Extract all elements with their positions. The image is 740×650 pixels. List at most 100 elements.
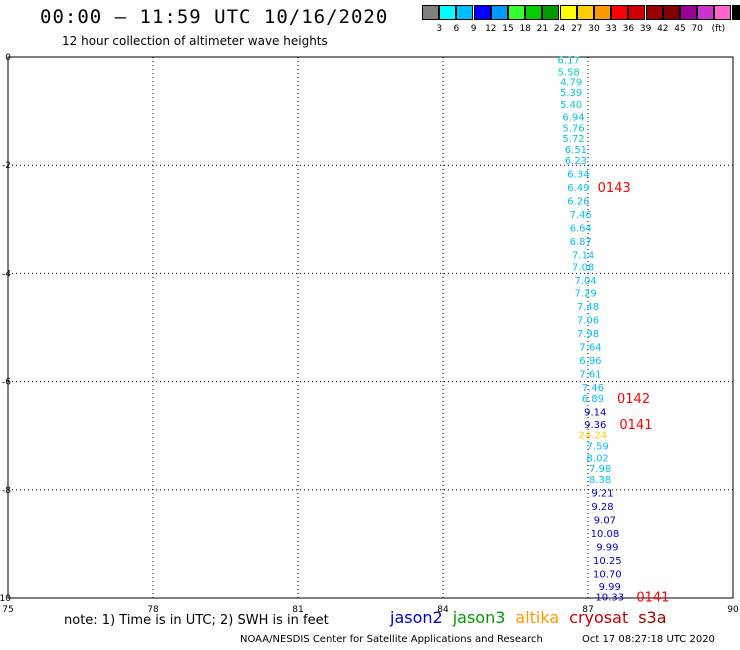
x-tick-label: 90: [727, 605, 739, 615]
wave-height-label: 6.89: [582, 394, 604, 405]
wave-height-label: 6.87: [570, 237, 592, 248]
y-tick-label: -10: [0, 594, 11, 604]
wave-height-label: 7.48: [577, 302, 599, 313]
colorbar-swatch: [576, 5, 594, 20]
wave-height-label: 9.99: [596, 543, 618, 554]
wave-height-label: 6.34: [567, 169, 589, 180]
x-tick-label: 84: [437, 605, 449, 615]
colorbar-tick-label: 6: [453, 24, 460, 34]
colorbar-tick-label: 42: [657, 24, 669, 34]
wave-height-label: 10.25: [593, 556, 622, 567]
wave-height-label: 8.02: [587, 453, 609, 464]
wave-height-label: 5.39: [560, 88, 582, 99]
colorbar-swatch: [731, 5, 740, 20]
wave-height-label: 7.14: [572, 250, 594, 261]
satellite-legend-jason2: jason2: [390, 608, 443, 627]
wave-height-label: 7.64: [579, 342, 601, 353]
wave-height-label: 9.99: [599, 582, 621, 593]
colorbar-tick-label: 9: [470, 24, 477, 34]
colorbar-swatch: [473, 5, 491, 20]
colorbar-swatch: [542, 5, 560, 20]
pass-time-label: 0141: [619, 418, 652, 433]
colorbar-swatch: [594, 5, 611, 20]
wave-height-label: 6.96: [579, 356, 601, 367]
pass-time-label: 0143: [598, 181, 631, 196]
wave-height-label: 7.46: [582, 383, 604, 394]
wave-height-label: 24.24: [579, 431, 608, 442]
colorbar-tick-label: 24: [553, 24, 566, 34]
colorbar-swatch: [439, 5, 457, 20]
wave-height-label: 6.26: [567, 196, 589, 207]
colorbar-tick-label: 18: [519, 24, 531, 34]
satellite-legend-s3a: s3a: [638, 608, 667, 627]
wave-height-label: 10.70: [593, 570, 622, 581]
wave-height-label: 8.38: [589, 475, 611, 486]
colorbar-swatch: [645, 5, 663, 20]
wave-height-label: 5.76: [562, 123, 584, 134]
pass-time-label: 0142: [617, 392, 650, 407]
colorbar-tick-label: 15: [502, 24, 514, 34]
wave-height-label: 7.61: [579, 369, 601, 380]
x-tick-label: 78: [147, 605, 159, 615]
x-tick-label: 75: [2, 605, 13, 615]
colorbar-swatch: [680, 5, 697, 20]
wave-height-label: 6.17: [558, 56, 580, 67]
y-tick-label: -6: [2, 378, 11, 388]
wave-height-label: 10.08: [591, 529, 620, 540]
colorbar-tick-label: 33: [605, 24, 617, 34]
wave-height-label: 6.51: [565, 145, 587, 156]
colorbar-swatch: [422, 5, 439, 20]
wave-height-label: 9.07: [594, 516, 616, 527]
colorbar-swatch: [490, 5, 508, 20]
generated-timestamp: Oct 17 08:27:18 UTC 2020: [582, 634, 715, 645]
wave-height-label: 9.28: [591, 502, 613, 513]
footer-note: note: 1) Time is in UTC; 2) SWH is in fe…: [64, 613, 329, 628]
wave-height-label: 6.23: [565, 156, 587, 167]
wave-height-label: 9.36: [584, 420, 606, 431]
chart-subtitle: 12 hour collection of altimeter wave hei…: [62, 34, 328, 48]
credit-text: NOAA/NESDIS Center for Satellite Applica…: [240, 634, 543, 645]
wave-height-label: 7.98: [589, 464, 611, 475]
wave-height-label: 5.40: [560, 100, 582, 111]
colorbar-tick-label: (ft): [711, 24, 726, 34]
wave-height-label: 7.59: [587, 441, 609, 452]
colorbar-swatch: [559, 5, 577, 20]
wave-height-label: 7.04: [574, 276, 596, 287]
colorbar-swatch: [525, 5, 543, 20]
wave-height-label: 5.58: [558, 68, 580, 79]
colorbar-tick-label: 36: [622, 24, 635, 34]
wave-height-label: 6.49: [567, 183, 589, 194]
map-frame: [7, 56, 734, 599]
colorbar-tick-label: 12: [485, 24, 497, 34]
colorbar-tick-label: 30: [588, 24, 600, 34]
pass-time-label: 0141: [636, 590, 669, 605]
colorbar-tick-label: 39: [639, 24, 652, 34]
y-tick-label: 0: [5, 53, 11, 63]
chart-title: 00:00 – 11:59 UTC 10/16/2020: [40, 6, 389, 28]
wave-height-label: 7.98: [577, 329, 599, 340]
colorbar-swatch: [508, 5, 525, 20]
colorbar-swatch: [456, 5, 474, 20]
wave-height-label: 4.79: [560, 77, 582, 88]
wave-height-label: 7.08: [572, 262, 594, 273]
wave-height-label: 7.46: [570, 210, 592, 221]
satellite-legend-jason3: jason3: [452, 608, 506, 627]
satellite-legend: jason2 jason3 altika cryosat s3a: [390, 608, 677, 627]
colorbar-tick-label: 45: [674, 24, 686, 34]
y-tick-label: -8: [2, 486, 11, 496]
wave-height-label: 10.33: [595, 592, 624, 603]
colorbar-swatch: [714, 5, 732, 20]
wave-height-label: 6.94: [562, 113, 584, 124]
x-tick-label: 81: [292, 605, 303, 615]
wave-height-label: 5.72: [562, 134, 584, 145]
colorbar-tick-label: 27: [571, 24, 583, 34]
satellite-legend-altika: altika: [515, 608, 560, 627]
wave-height-label: 7.29: [574, 288, 596, 299]
y-tick-label: -4: [2, 269, 11, 279]
satellite-legend-cryosat: cryosat: [569, 608, 629, 627]
colorbar-tick-label: 70: [691, 24, 703, 34]
y-tick-label: -2: [2, 161, 11, 171]
colorbar-swatch: [611, 5, 629, 20]
colorbar-swatch: [662, 5, 680, 20]
